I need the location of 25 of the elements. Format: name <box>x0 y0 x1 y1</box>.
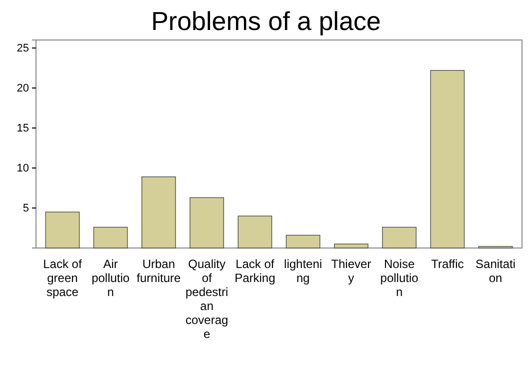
bar <box>238 216 272 248</box>
bar <box>190 197 224 248</box>
bar <box>142 176 176 248</box>
x-tick-label: Sanitation <box>476 257 516 285</box>
chart-title: Problems of a place <box>151 6 381 36</box>
y-tick-label: 5 <box>22 202 29 215</box>
x-tick-label: Air pollution <box>92 257 130 299</box>
x-tick-label: lightening <box>284 257 322 285</box>
bar <box>430 70 465 248</box>
y-tick-label: 10 <box>16 162 29 175</box>
x-tick-label: Lack of Parking <box>234 257 276 285</box>
x-tick-label: Noise pollution <box>380 257 419 299</box>
x-tick-label: Urban furniture <box>136 257 182 285</box>
x-tick-label: Thievery <box>331 257 372 285</box>
x-tick-label: Quality of pedestrian coverage <box>185 257 228 341</box>
x-tick-label: Lack of green space <box>43 257 82 299</box>
y-tick-label: 25 <box>16 42 29 55</box>
bar <box>93 226 128 248</box>
bar <box>286 234 320 248</box>
bar <box>334 244 368 248</box>
bar <box>45 212 80 248</box>
bar <box>382 226 416 248</box>
y-tick-label: 15 <box>16 122 29 135</box>
x-tick-label: Traffic <box>431 257 464 271</box>
y-tick-label: 20 <box>16 82 29 95</box>
